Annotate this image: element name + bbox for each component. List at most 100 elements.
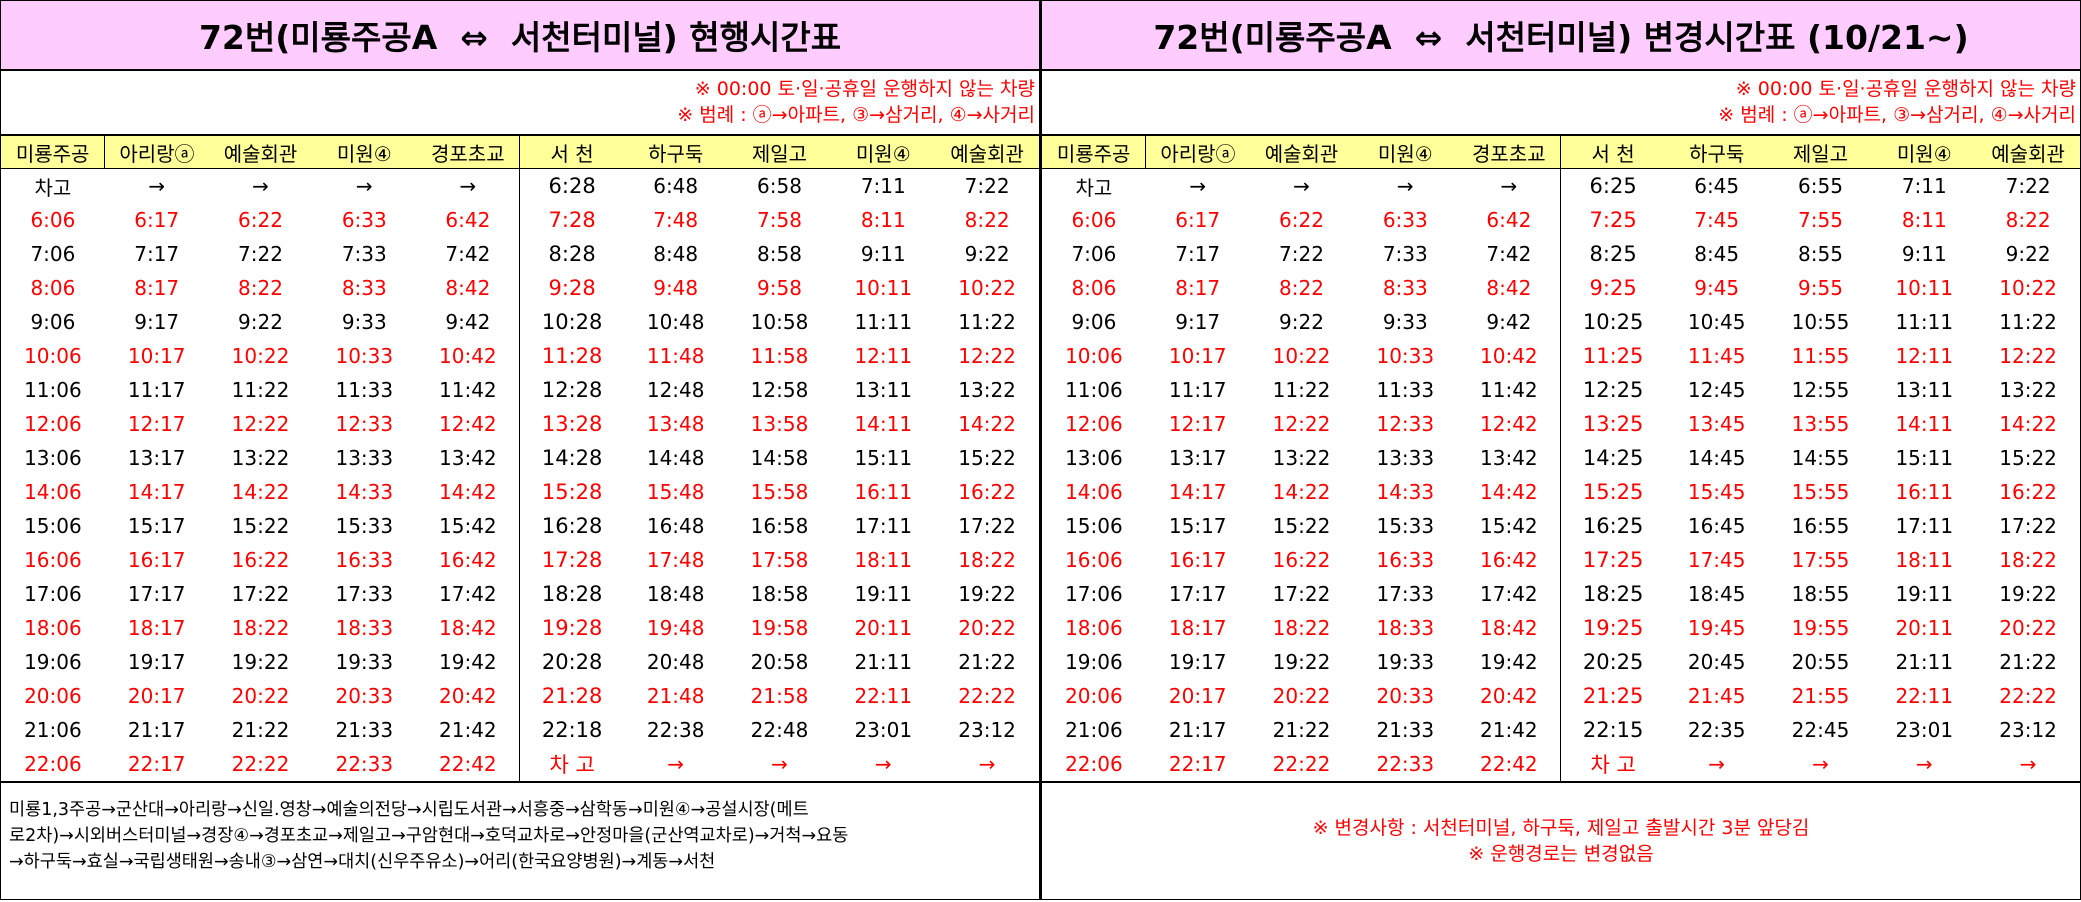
time-cell: 16:17	[1168, 548, 1227, 572]
time-cell: 13:06	[1065, 446, 1123, 470]
time-cell: 13:45	[1687, 412, 1746, 436]
schedule-row: 20:06 20:17 20:22 20:33 20:42 21:28 21:48 21:58…	[1, 679, 1039, 713]
schedule-row: 19:06 19:17 19:22 19:33 19:42 20:28 20:48 20:58…	[1, 645, 1039, 679]
time-cell: 21:25	[1560, 679, 1665, 713]
time-cell: 22:22	[1272, 752, 1331, 776]
time-cell: 17:06	[24, 582, 82, 606]
time-cell: 18:22	[1999, 548, 2057, 572]
time-cell: 12:42	[439, 412, 497, 436]
time-cell: 7:42	[445, 242, 491, 266]
time-cell: 16:22	[231, 548, 290, 572]
time-cell: 8:22	[1279, 276, 1324, 300]
time-cell: 21:22	[231, 718, 290, 742]
time-cell: 18:25	[1560, 577, 1665, 611]
header-row: 미룡주공 아리랑ⓐ 예술회관 미원④ 경포초교 서 천 하구둑 제일고 미원④ 예술회관	[1, 135, 1039, 169]
time-cell: 15:11	[854, 446, 913, 470]
schedule-row: 8:06 8:17 8:22 8:33 8:42 9:28 9:48 9:58 10:11 10:…	[1, 271, 1039, 305]
time-cell: 14:06	[1065, 480, 1123, 504]
time-cell: 8:06	[30, 276, 76, 300]
time-cell: 22:42	[1480, 752, 1538, 776]
time-cell: 20:58	[750, 650, 809, 674]
time-cell: 19:55	[1791, 616, 1850, 640]
time-cell: 15:55	[1791, 480, 1850, 504]
time-cell: 9:22	[2005, 242, 2051, 266]
time-cell: 8:48	[653, 242, 699, 266]
time-cell: 18:33	[335, 616, 394, 640]
time-cell: 19:25	[1560, 611, 1665, 645]
time-cell: 22:17	[127, 752, 186, 776]
time-cell: 15:42	[439, 514, 497, 538]
time-cell: 22:15	[1560, 713, 1665, 747]
time-cell: 17:33	[335, 582, 394, 606]
time-cell: 6:28	[519, 168, 624, 203]
time-cell: 22:11	[1895, 684, 1954, 708]
time-cell: 16:17	[127, 548, 186, 572]
time-cell: 18:48	[646, 582, 705, 606]
time-cell: 7:11	[1901, 174, 1947, 198]
schedule-row: 11:06 11:17 11:22 11:33 11:42 12:28 12:48 12:58…	[1, 373, 1039, 407]
time-cell: 22:33	[1376, 752, 1435, 776]
time-cell: 9:22	[238, 310, 283, 334]
time-cell: 17:48	[646, 548, 705, 572]
time-cell: 21:48	[646, 684, 705, 708]
schedule-row: 21:06 21:17 21:22 21:33 21:42 22:18 22:38 22:48…	[1, 713, 1039, 747]
time-cell: 22:48	[750, 718, 809, 742]
column-header: 아리랑ⓐ	[1145, 135, 1250, 169]
schedule-row: 13:06 13:17 13:22 13:33 13:42 14:28 14:48 14:58…	[1, 441, 1039, 475]
column-header: 예술회관	[935, 135, 1039, 169]
route-line: 로2차)→시외버스터미널→경장④→경포초교→제일고→구암현대→호덕교차로→안정마…	[9, 826, 849, 846]
time-cell: 10:45	[1687, 310, 1746, 334]
time-cell: 13:28	[519, 407, 624, 441]
time-cell: 20:06	[1065, 684, 1123, 708]
time-cell: 13:48	[646, 412, 705, 436]
column-header: 예술회관	[208, 135, 313, 169]
time-cell: 10:25	[1560, 305, 1665, 339]
column-header: 하구둑	[1664, 135, 1769, 169]
time-cell: 18:22	[958, 548, 1016, 572]
time-cell: 15:22	[958, 446, 1016, 470]
schedule-row: 17:06 17:17 17:22 17:33 17:42 18:28 18:48 18:58…	[1, 577, 1039, 611]
time-cell: 13:42	[1480, 446, 1538, 470]
column-header: 제일고	[727, 135, 832, 169]
time-cell: 차 고	[519, 747, 624, 781]
time-cell: 8:22	[2005, 208, 2051, 232]
time-cell: 9:22	[964, 242, 1010, 266]
change-line: ※ 변경사항 : 서천터미널, 하구둑, 제일고 출발시간 3분 앞당김	[1312, 817, 1810, 839]
time-cell: 9:45	[1694, 276, 1740, 300]
time-cell: 19:17	[1168, 650, 1227, 674]
time-cell: 12:25	[1560, 373, 1665, 407]
time-cell: 19:33	[335, 650, 394, 674]
time-cell: 14:22	[958, 412, 1016, 436]
notes: ※ 00:00 토·일·공휴일 운행하지 않는 차량 ※ 범례 : ⓐ→아파트, …	[1, 71, 1039, 135]
time-cell: 11:42	[439, 378, 497, 402]
time-cell: 12:22	[231, 412, 290, 436]
time-cell: 13:11	[854, 378, 913, 402]
time-cell: 22:18	[519, 713, 624, 747]
time-cell: 16:58	[750, 514, 809, 538]
time-cell: 7:22	[1279, 242, 1324, 266]
time-cell: 13:17	[1168, 446, 1227, 470]
time-cell: 8:28	[519, 237, 624, 271]
time-cell: 22:06	[24, 752, 82, 776]
time-cell: 12:42	[1480, 412, 1538, 436]
time-cell: 15:45	[1687, 480, 1746, 504]
time-cell: 11:17	[1168, 378, 1227, 402]
schedule-row: 10:06 10:17 10:22 10:33 10:42 11:25 11:45 11:55…	[1042, 339, 2080, 373]
column-header: 제일고	[1768, 135, 1873, 169]
time-cell: →	[1396, 174, 1414, 198]
time-cell: 18:42	[1480, 616, 1538, 640]
time-cell: 19:58	[750, 616, 809, 640]
time-cell: 18:45	[1687, 582, 1746, 606]
time-cell: 19:33	[1376, 650, 1435, 674]
time-cell: 20:42	[1480, 684, 1538, 708]
time-cell: 9:25	[1560, 271, 1665, 305]
time-cell: 8:06	[1071, 276, 1117, 300]
time-cell: 12:45	[1687, 378, 1746, 402]
time-cell: 10:17	[1168, 344, 1227, 368]
time-cell: 8:11	[860, 208, 906, 232]
time-cell: 17:33	[1376, 582, 1435, 606]
time-cell: 9:22	[1279, 310, 1324, 334]
time-cell: 8:55	[1798, 242, 1843, 266]
time-cell: →	[1189, 174, 1207, 198]
